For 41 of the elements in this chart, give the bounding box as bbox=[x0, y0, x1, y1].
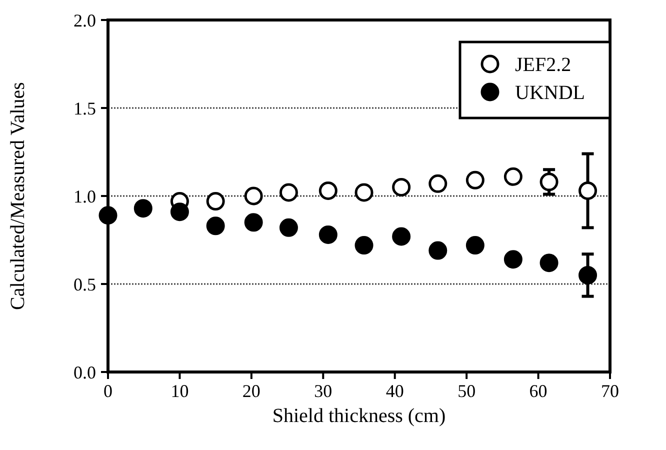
point bbox=[392, 227, 411, 246]
point bbox=[504, 250, 522, 269]
x-tick-label: 40 bbox=[386, 381, 404, 401]
x-tick-label: 50 bbox=[458, 381, 476, 401]
point bbox=[428, 174, 448, 193]
point bbox=[279, 218, 298, 237]
point bbox=[354, 183, 374, 202]
y-tick-label: 0.5 bbox=[74, 274, 96, 294]
point bbox=[206, 216, 225, 236]
point bbox=[466, 170, 484, 190]
point bbox=[354, 236, 374, 255]
point bbox=[244, 186, 263, 206]
x-tick-label: 60 bbox=[529, 381, 548, 401]
y-tick-label: 1.0 bbox=[74, 186, 96, 206]
point bbox=[466, 236, 484, 255]
point bbox=[170, 202, 189, 222]
point bbox=[504, 167, 522, 186]
y-tick-label: 0.0 bbox=[74, 362, 96, 382]
point bbox=[134, 199, 152, 218]
x-tick-label: 0 bbox=[104, 381, 112, 401]
point bbox=[206, 192, 225, 211]
x-axis-title: Shield thickness (cm) bbox=[272, 405, 446, 427]
x-tick-label: 70 bbox=[601, 381, 619, 401]
point bbox=[244, 213, 263, 232]
point bbox=[428, 241, 448, 260]
point bbox=[279, 183, 298, 202]
legend-label: JEF2.2 bbox=[515, 54, 572, 76]
point bbox=[392, 178, 411, 196]
y-axis-title: Calculated/Measured Values bbox=[7, 82, 29, 310]
point bbox=[540, 172, 558, 192]
point bbox=[578, 266, 598, 284]
x-tick-label: 30 bbox=[314, 381, 332, 401]
x-tick-label: 10 bbox=[170, 381, 189, 401]
point bbox=[318, 181, 338, 200]
y-tick-label: 1.5 bbox=[74, 98, 96, 118]
y-tick-label: 2.0 bbox=[74, 10, 96, 30]
point bbox=[540, 254, 558, 272]
x-tick-label: 20 bbox=[242, 381, 260, 401]
point bbox=[318, 225, 338, 244]
point bbox=[578, 181, 598, 200]
legend-label: UKNDL bbox=[515, 82, 585, 104]
